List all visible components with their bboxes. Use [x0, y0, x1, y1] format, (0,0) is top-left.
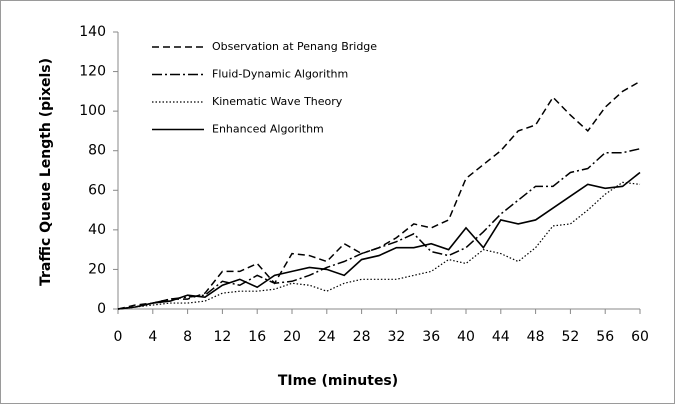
x-tick-label: 32 — [387, 329, 405, 345]
y-tick-label: 20 — [88, 261, 106, 277]
x-tick-label: 28 — [353, 329, 371, 345]
y-tick-label: 80 — [88, 143, 106, 159]
x-tick-label: 56 — [596, 329, 614, 345]
legend-label: Kinematic Wave Theory — [212, 95, 343, 108]
y-tick-label: 120 — [79, 64, 106, 80]
x-tick-label: 60 — [631, 329, 649, 345]
y-axis-title: Traffic Queue Length (pixels) — [38, 58, 54, 286]
x-tick-label: 0 — [114, 329, 123, 345]
x-tick-label: 40 — [457, 329, 475, 345]
x-tick-label: 8 — [183, 329, 192, 345]
legend-label: Fluid-Dynamic Algorithm — [212, 68, 348, 81]
y-tick-label: 100 — [79, 103, 106, 119]
y-tick-label: 40 — [88, 222, 106, 238]
x-tick-label: 24 — [318, 329, 336, 345]
y-tick-label: 140 — [79, 24, 106, 40]
legend-label: Observation at Penang Bridge — [212, 40, 377, 53]
x-tick-label: 44 — [492, 329, 510, 345]
y-tick-label: 0 — [97, 301, 106, 317]
x-tick-label: 4 — [148, 329, 157, 345]
x-tick-label: 36 — [422, 329, 440, 345]
x-tick-label: 12 — [213, 329, 231, 345]
x-tick-label: 48 — [527, 329, 545, 345]
legend-label: Enhanced Algorithm — [212, 123, 324, 136]
series-line — [117, 148, 641, 310]
x-axis-title: TIme (minutes) — [278, 373, 398, 389]
x-tick-label: 20 — [283, 329, 301, 345]
series-line — [117, 171, 641, 310]
x-tick-label: 52 — [561, 329, 579, 345]
x-tick-label: 16 — [248, 329, 266, 345]
y-tick-label: 60 — [88, 182, 106, 198]
